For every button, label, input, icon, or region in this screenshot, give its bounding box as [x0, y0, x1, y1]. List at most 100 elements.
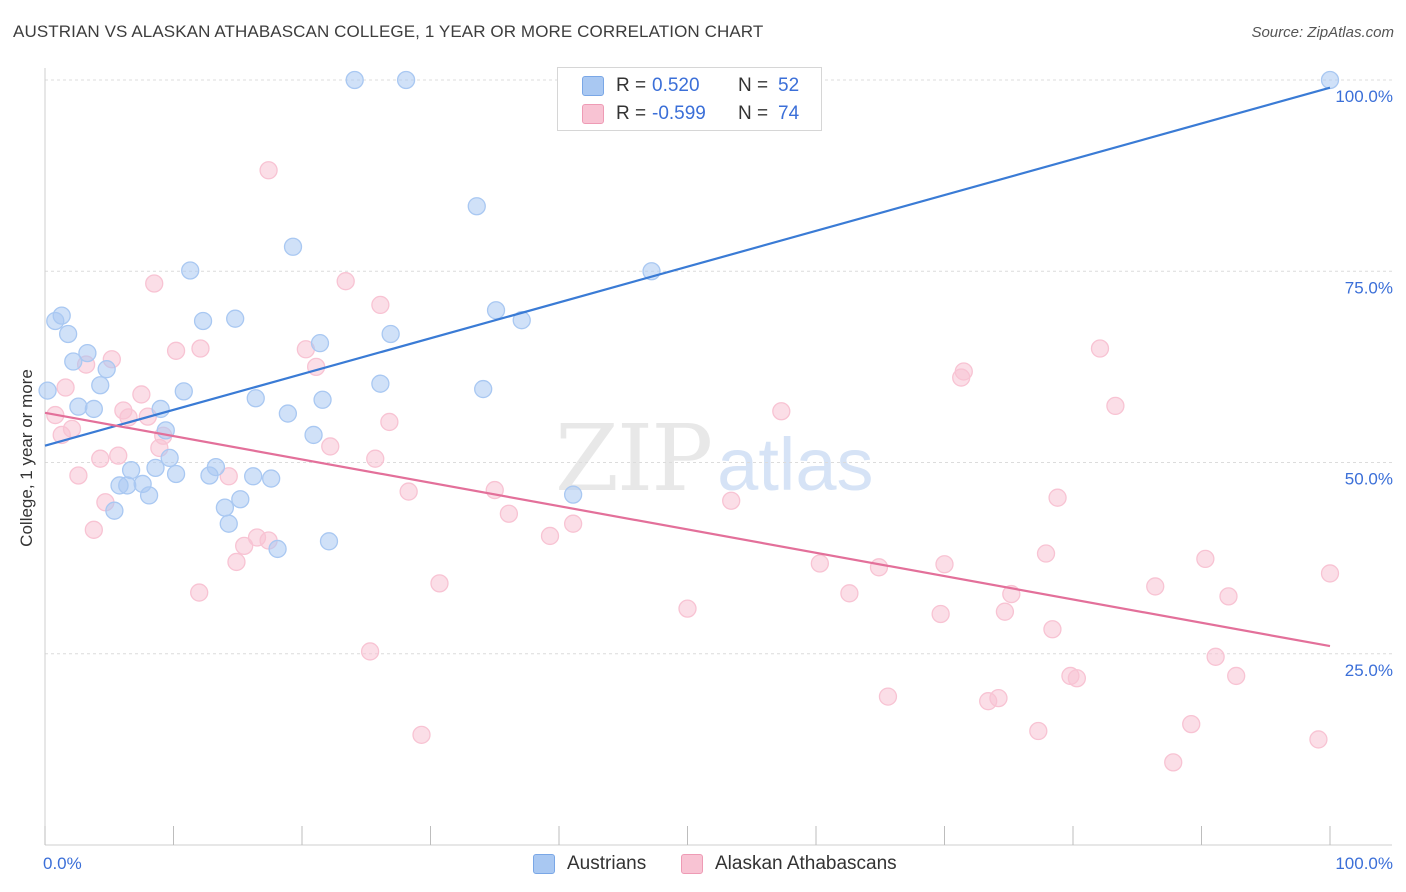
bottom-legend-austrians[interactable]: Austrians: [533, 851, 646, 877]
austrian-point: [121, 460, 141, 480]
austrian-point: [563, 485, 583, 504]
correlation-legend: R = 0.520 N = 52 R = -0.599 N = 74: [557, 67, 822, 131]
legend-swatch-alaskan-athabascans: [582, 104, 604, 124]
austrian-point: [345, 70, 364, 90]
athabascan-point: [1048, 488, 1067, 507]
austrian-point: [181, 261, 200, 280]
athabascan-point: [540, 526, 560, 546]
austrian-point: [313, 390, 332, 409]
austrian-point: [268, 539, 287, 559]
series-austrians: [38, 70, 1340, 559]
athabascan-point: [1090, 339, 1110, 358]
athabascan-point: [132, 385, 151, 404]
bottom-legend-swatch-alaskan-athabascans: [681, 854, 703, 874]
legend-row-alaskan-athabascans: R = -0.599 N = 74: [582, 100, 799, 128]
austrian-point: [166, 464, 186, 484]
athabascan-point: [878, 687, 898, 706]
bottom-legend-swatch-austrians: [533, 854, 555, 874]
athabascan-point: [678, 599, 697, 618]
grid-lines: [45, 79, 1392, 655]
athabascan-point: [166, 341, 186, 360]
athabascan-point: [935, 555, 954, 574]
athabascan-point: [360, 642, 380, 661]
source-label: Source: ZipAtlas.com: [1251, 24, 1394, 41]
bottom-legend-label: Austrians: [567, 853, 647, 874]
athabascan-point: [109, 446, 128, 465]
athabascan-point: [191, 339, 210, 358]
y-tick-label: 100.0%: [1335, 87, 1393, 106]
austrian-point: [146, 458, 165, 478]
r-value: 0.520: [652, 75, 700, 96]
n-value: 74: [778, 103, 800, 124]
athabascan-point: [336, 272, 355, 291]
austrian-point: [193, 311, 213, 331]
trend-lines: [44, 86, 1331, 648]
athabascan-point: [931, 604, 950, 624]
austrian-point: [371, 374, 390, 393]
athabascan-point: [1146, 577, 1165, 596]
austrian-point: [64, 352, 83, 371]
athabascan-point: [869, 558, 889, 577]
athabascan-point: [380, 412, 399, 432]
athabascan-point: [1164, 753, 1183, 772]
athabascan-point: [371, 295, 390, 315]
austrian-point: [474, 379, 493, 399]
athabascan-point: [1067, 669, 1087, 688]
athabascan-point: [1182, 714, 1201, 734]
austrian-point: [283, 237, 303, 256]
athabascan-point: [772, 402, 791, 421]
n-label: N =: [738, 103, 769, 124]
austrian-point: [467, 197, 486, 216]
austrian-point: [78, 343, 97, 363]
athabascan-point: [56, 378, 75, 397]
tick-labels: 25.0% 50.0% 75.0% 100.0% 0.0% 100.0%: [43, 87, 1393, 873]
austrian-point: [52, 306, 71, 325]
bottom-legend-alaskan-athabascans[interactable]: Alaskan Athabascans: [681, 851, 897, 877]
athabascan-point: [69, 466, 88, 485]
n-value: 52: [778, 75, 800, 96]
watermark-atlas: atlas: [717, 423, 874, 506]
y-axis-label: College, 1 year or more: [17, 369, 36, 547]
austrian-point: [262, 469, 281, 488]
athabascan-point: [840, 584, 859, 603]
n-label: N =: [738, 75, 769, 96]
austrian-point: [226, 309, 245, 328]
athabascan-point: [1106, 396, 1125, 416]
athabascan-point: [954, 362, 973, 381]
athabascan-point: [563, 514, 583, 533]
austrian-point: [84, 399, 103, 419]
athabascan-point: [62, 419, 82, 438]
athabascan-point: [145, 274, 164, 293]
austrian-point: [118, 476, 137, 495]
y-tick-label: 75.0%: [1345, 278, 1393, 297]
austrian-point: [1320, 70, 1340, 90]
austrian-point: [486, 301, 506, 320]
austrian-point: [304, 425, 323, 445]
austrian-point: [69, 397, 88, 416]
austrian-point: [91, 376, 110, 395]
axes: [44, 68, 1392, 846]
austrian-point: [219, 514, 238, 533]
austrian-point: [97, 360, 116, 379]
athabascan-point: [499, 504, 519, 523]
austrian-point: [310, 334, 330, 353]
athabascan-point: [84, 520, 103, 539]
austrian-point: [58, 324, 78, 344]
austrian-point: [231, 490, 250, 509]
r-value: -0.599: [652, 103, 706, 124]
austrian-point: [278, 404, 298, 423]
austrian-point: [38, 381, 57, 400]
y-tick-label: 50.0%: [1345, 470, 1393, 489]
austrian-point: [396, 70, 416, 90]
austrian-point: [381, 324, 400, 344]
athabascan-point: [321, 437, 340, 456]
athabascan-point: [259, 161, 278, 180]
austrian-point: [319, 532, 339, 551]
r-label: R =: [616, 103, 647, 124]
y-tick-label: 25.0%: [1345, 661, 1393, 680]
austrian-point: [174, 382, 193, 401]
athabascan-point: [235, 536, 254, 556]
r-label: R =: [616, 75, 647, 96]
athabascan-point: [190, 583, 209, 602]
